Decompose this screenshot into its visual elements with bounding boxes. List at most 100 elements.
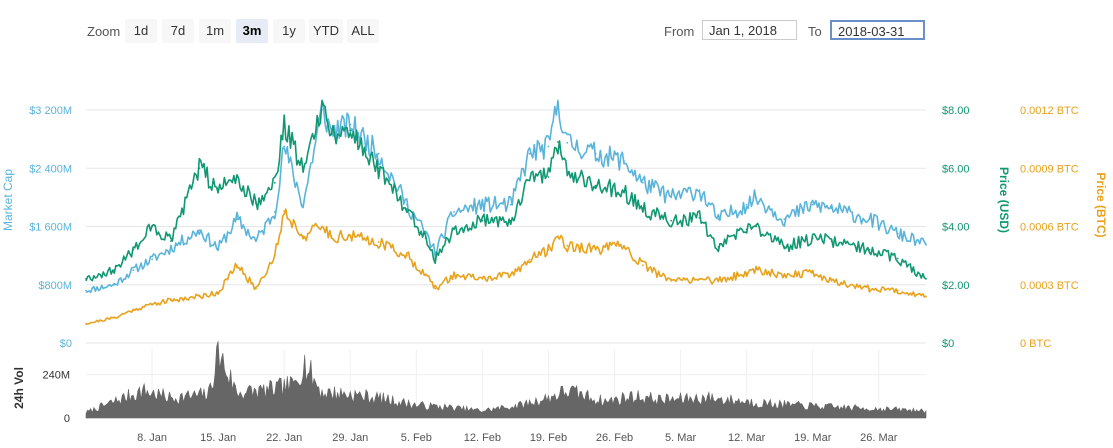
axis-title-btc: Price (BTC) xyxy=(1094,172,1108,237)
data-point-usd xyxy=(698,216,701,219)
data-point-btc xyxy=(453,274,455,276)
data-point-btc xyxy=(509,274,512,276)
y-tick-label-btc: 0.0009 BTC xyxy=(1020,163,1079,175)
data-point-usd xyxy=(868,248,871,251)
axis-tick-labels: 8. Jan 15. Jan 22. Jan 29. Jan 5. Feb 12. Feb… xyxy=(29,105,1079,444)
zoom-all-button[interactable]: ALL xyxy=(347,19,379,43)
series-line-usd xyxy=(85,99,927,282)
data-point-marketcap xyxy=(745,203,748,206)
data-point-usd xyxy=(377,167,380,170)
zoom-ytd-button[interactable]: YTD xyxy=(309,19,343,43)
data-point-marketcap xyxy=(255,240,257,243)
data-point-btc xyxy=(670,280,673,282)
series-line-marketcap xyxy=(85,99,927,294)
data-point-marketcap xyxy=(377,152,380,155)
data-point-marketcap xyxy=(349,123,352,126)
data-point-btc xyxy=(896,289,899,292)
data-point-marketcap xyxy=(283,145,286,148)
data-point-btc xyxy=(170,299,172,302)
x-tick-label: 19. Feb xyxy=(530,432,567,444)
data-point-usd xyxy=(594,184,597,187)
data-point-usd xyxy=(623,190,625,193)
data-point-btc xyxy=(594,248,597,251)
x-tick-label: 5. Feb xyxy=(401,432,432,444)
data-point-usd xyxy=(509,219,512,222)
x-tick-label: 12. Mar xyxy=(728,432,766,444)
y-tick-label-btc: 0.0006 BTC xyxy=(1020,222,1079,234)
series-line-btc xyxy=(85,208,927,325)
data-point-usd xyxy=(783,246,786,248)
data-point-btc xyxy=(755,268,757,271)
volume-area-layer xyxy=(85,341,927,419)
data-point-marketcap xyxy=(623,160,625,162)
data-point-marketcap xyxy=(113,283,116,286)
data-point-usd xyxy=(151,225,154,228)
data-point-marketcap xyxy=(302,203,304,206)
data-point-usd xyxy=(755,225,757,228)
data-point-btc xyxy=(151,303,154,306)
from-date-input[interactable]: Jan 1, 2018 xyxy=(702,20,797,40)
data-point-usd xyxy=(811,237,814,240)
data-point-btc xyxy=(717,280,720,282)
data-point-btc xyxy=(255,287,257,290)
y-tick-label-marketcap: $800M xyxy=(38,280,72,292)
from-label: From xyxy=(664,24,695,39)
data-point-btc xyxy=(330,235,333,238)
data-point-usd xyxy=(132,248,135,251)
data-point-usd xyxy=(896,257,899,260)
data-point-btc xyxy=(623,245,625,247)
grid-lines xyxy=(86,109,926,419)
x-tick-label: 22. Jan xyxy=(266,432,302,444)
y-tick-label-btc: 0.0003 BTC xyxy=(1020,280,1079,292)
data-point-usd xyxy=(642,208,644,210)
data-point-usd xyxy=(321,103,323,106)
axis-title-usd: Price (USD) xyxy=(997,167,1011,233)
data-point-marketcap xyxy=(406,203,408,206)
zoom-1m-button[interactable]: 1m xyxy=(199,19,231,43)
data-point-usd xyxy=(830,240,833,243)
zoom-1y-button[interactable]: 1y xyxy=(273,19,305,43)
data-point-usd xyxy=(170,240,172,243)
data-point-btc xyxy=(698,278,701,280)
y-tick-label-marketcap: $1 600M xyxy=(29,222,72,234)
to-label: To xyxy=(808,24,822,39)
data-point-btc xyxy=(745,272,748,274)
data-point-marketcap xyxy=(509,203,512,206)
data-point-btc xyxy=(783,274,786,276)
data-point-marketcap xyxy=(925,243,927,246)
x-tick-label: 19. Mar xyxy=(794,432,832,444)
x-tick-label: 26. Feb xyxy=(596,432,633,444)
data-point-usd xyxy=(236,176,238,178)
x-tick-label: 5. Mar xyxy=(665,432,697,444)
data-point-btc xyxy=(321,225,323,228)
data-point-marketcap xyxy=(434,251,437,253)
data-point-marketcap xyxy=(453,211,455,213)
y-tick-label-btc: 0.0012 BTC xyxy=(1020,105,1079,117)
data-point-marketcap xyxy=(594,152,597,155)
x-tick-label: 12. Feb xyxy=(464,432,501,444)
data-point-btc xyxy=(377,241,380,243)
data-point-usd xyxy=(85,278,87,280)
zoom-7d-button[interactable]: 7d xyxy=(162,19,194,43)
y-tick-label-usd: $6.00 xyxy=(942,163,970,175)
data-point-usd xyxy=(330,132,333,135)
zoom-3m-button[interactable]: 3m xyxy=(236,19,268,43)
data-point-usd xyxy=(717,246,720,248)
y-tick-label-usd: $0 xyxy=(942,338,954,350)
y-tick-label-marketcap: $3 200M xyxy=(29,105,72,117)
data-point-usd xyxy=(113,269,116,272)
data-point-btc xyxy=(868,287,871,290)
zoom-label: Zoom xyxy=(87,24,121,39)
y-tick-label-usd: $2.00 xyxy=(942,280,970,292)
data-point-btc xyxy=(434,287,437,290)
zoom-1d-button[interactable]: 1d xyxy=(125,19,157,43)
data-point-marketcap xyxy=(170,247,172,250)
data-point-btc xyxy=(273,254,276,257)
data-point-marketcap xyxy=(132,269,135,272)
data-point-marketcap xyxy=(236,218,238,221)
data-point-usd xyxy=(434,257,437,260)
to-date-input[interactable]: 2018-03-31 xyxy=(830,20,925,40)
range-selector-toolbar: Zoom 1d 7d 1m 3m 1y YTD ALL From Jan 1, … xyxy=(0,0,1113,62)
data-point-usd xyxy=(547,176,550,178)
data-point-usd xyxy=(528,179,531,181)
